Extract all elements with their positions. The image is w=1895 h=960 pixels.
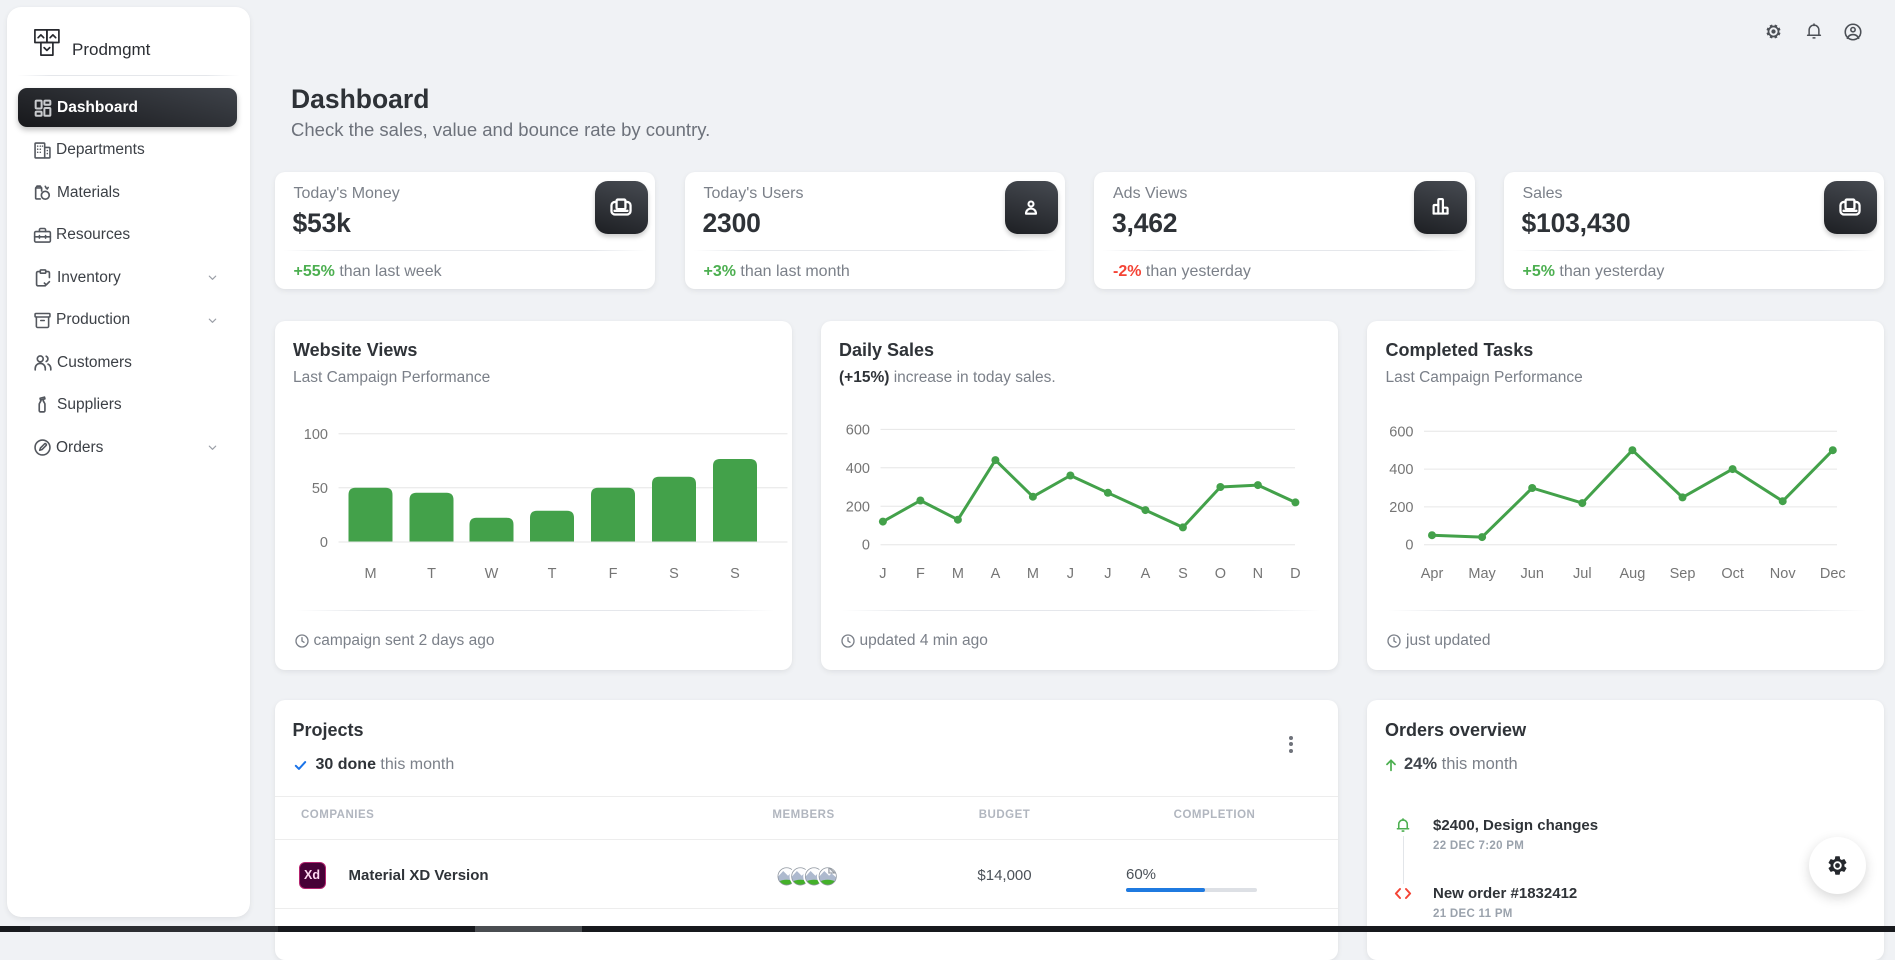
svg-text:Aug: Aug	[1619, 566, 1645, 582]
svg-text:M: M	[951, 566, 963, 582]
svg-text:Dec: Dec	[1820, 566, 1846, 582]
svg-text:J: J	[879, 566, 886, 582]
svg-text:Jul: Jul	[1573, 566, 1592, 582]
svg-text:400: 400	[1389, 462, 1413, 478]
svg-text:50: 50	[311, 481, 327, 497]
svg-text:S: S	[1178, 566, 1188, 582]
svg-text:200: 200	[1389, 500, 1413, 516]
svg-text:O: O	[1214, 566, 1225, 582]
svg-text:J: J	[1066, 566, 1073, 582]
svg-text:Jun: Jun	[1521, 566, 1544, 582]
svg-text:400: 400	[845, 461, 869, 477]
svg-text:Sep: Sep	[1670, 566, 1696, 582]
svg-text:Nov: Nov	[1770, 566, 1797, 582]
svg-text:F: F	[915, 566, 924, 582]
svg-text:D: D	[1290, 566, 1300, 582]
svg-text:W: W	[484, 566, 498, 582]
svg-text:100: 100	[303, 427, 327, 443]
svg-text:0: 0	[1405, 538, 1413, 554]
svg-text:200: 200	[845, 499, 869, 515]
svg-text:A: A	[1140, 566, 1150, 582]
svg-text:S: S	[730, 566, 740, 582]
svg-text:T: T	[547, 566, 556, 582]
svg-text:F: F	[608, 566, 617, 582]
svg-text:A: A	[990, 566, 1000, 582]
svg-text:T: T	[427, 566, 436, 582]
svg-text:600: 600	[1389, 424, 1413, 440]
svg-text:S: S	[669, 566, 679, 582]
svg-text:0: 0	[861, 538, 869, 554]
svg-text:0: 0	[319, 535, 327, 551]
svg-text:M: M	[1026, 566, 1038, 582]
svg-text:N: N	[1252, 566, 1262, 582]
svg-text:May: May	[1468, 566, 1496, 582]
svg-text:600: 600	[845, 422, 869, 438]
svg-text:Apr: Apr	[1421, 566, 1444, 582]
svg-text:Oct: Oct	[1721, 566, 1744, 582]
svg-text:M: M	[364, 566, 376, 582]
svg-text:J: J	[1104, 566, 1111, 582]
